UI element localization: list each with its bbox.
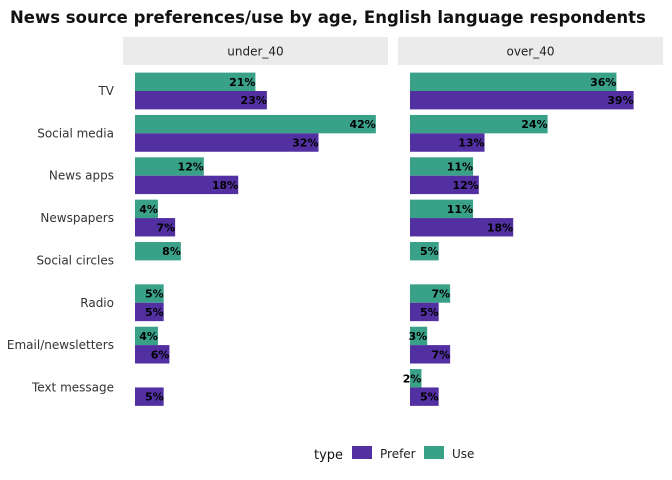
- bar-use: [135, 284, 164, 303]
- bar-value-label: 6%: [151, 348, 170, 361]
- bar-value-label: 36%: [590, 76, 616, 89]
- bar-prefer: [410, 91, 634, 110]
- bar-prefer: [135, 91, 267, 110]
- legend-label: Use: [452, 447, 474, 461]
- bar-value-label: 7%: [156, 221, 175, 234]
- bar-use: [410, 326, 428, 346]
- bar-prefer: [135, 345, 170, 364]
- facet-strip: [398, 37, 663, 65]
- bar-value-label: 21%: [229, 76, 255, 89]
- bar-prefer: [410, 175, 479, 195]
- bar-prefer: [135, 218, 176, 237]
- bar-use: [135, 326, 158, 346]
- category-axis: TV Social media News apps Newspapers Social …: [7, 84, 115, 394]
- bar-prefer: [410, 345, 451, 364]
- category-label: Email/newsletters: [7, 338, 114, 352]
- category-label: Text message: [31, 380, 114, 394]
- bar-prefer: [135, 133, 319, 152]
- bar-value-label: 18%: [212, 179, 238, 192]
- facet-strip-label: under_40: [227, 45, 283, 59]
- bar-use: [410, 114, 548, 134]
- bar-prefer: [410, 133, 485, 152]
- category-label: Newspapers: [40, 211, 114, 225]
- bar-value-label: 24%: [521, 118, 547, 131]
- category-label: TV: [97, 84, 114, 98]
- chart-title: News source preferences/use by age, Engl…: [10, 8, 646, 27]
- bar-value-label: 5%: [420, 306, 439, 319]
- category-label: Social circles: [36, 253, 114, 267]
- bar-use: [410, 284, 451, 303]
- bar-value-label: 5%: [145, 306, 164, 319]
- category-label: Radio: [80, 296, 114, 310]
- bar-use: [410, 72, 617, 91]
- bar-value-label: 4%: [139, 203, 158, 216]
- bar-prefer: [410, 387, 439, 406]
- facet-strip-label: over_40: [506, 45, 554, 59]
- bar-value-label: 42%: [349, 118, 375, 131]
- bar-value-label: 39%: [607, 94, 633, 107]
- bar-use: [410, 242, 439, 261]
- bar-value-label: 7%: [431, 288, 450, 301]
- bar-value-label: 8%: [162, 245, 181, 258]
- bar-use: [135, 157, 204, 176]
- bar-prefer: [410, 218, 514, 237]
- bar-value-label: 12%: [452, 179, 478, 192]
- bar-value-label: 11%: [447, 161, 473, 174]
- bar-value-label: 5%: [145, 391, 164, 404]
- bar-use: [135, 242, 181, 261]
- bar-use: [135, 72, 256, 91]
- bar-use: [410, 157, 474, 176]
- bar-value-label: 11%: [447, 203, 473, 216]
- bar-prefer: [135, 387, 164, 406]
- bar-use: [135, 199, 158, 219]
- bar-value-label: 3%: [409, 330, 428, 343]
- bar-value-label: 5%: [420, 245, 439, 258]
- facet-strip: [123, 37, 388, 65]
- bar-value-label: 23%: [241, 94, 267, 107]
- legend: type Prefer Use: [314, 446, 474, 463]
- legend-label: Prefer: [380, 447, 416, 461]
- bar-use: [410, 369, 422, 388]
- bar-value-label: 4%: [139, 330, 158, 343]
- bar-value-label: 7%: [431, 348, 450, 361]
- facet-panels: under_40 21% 42% 12% 4% 8% 5% 4% 23% 32% 18% 7% 5% 6%…: [123, 37, 663, 406]
- bar-use: [135, 114, 376, 134]
- category-label: News apps: [49, 169, 114, 183]
- bar-prefer: [135, 302, 164, 322]
- bar-prefer: [135, 175, 239, 195]
- category-label: Social media: [37, 126, 114, 140]
- bar-value-label: 32%: [292, 137, 318, 150]
- bar-value-label: 12%: [177, 161, 203, 174]
- bar-value-label: 13%: [458, 137, 484, 150]
- legend-key-use: [424, 446, 444, 459]
- bar-value-label: 18%: [487, 221, 513, 234]
- bar-prefer: [410, 302, 439, 322]
- legend-key-prefer: [352, 446, 372, 459]
- legend-title: type: [314, 448, 343, 463]
- bar-value-label: 5%: [420, 391, 439, 404]
- bar-value-label: 5%: [145, 288, 164, 301]
- bar-value-label: 2%: [403, 372, 422, 385]
- facet-under_40: under_40 21% 42% 12% 4% 8% 5% 4% 23% 32% 18% 7% 5% 6%…: [123, 37, 388, 406]
- bar-use: [410, 199, 474, 219]
- facet-over_40: over_4036%24%11%11%5%7%3%2%39%13%12%18%5…: [398, 37, 663, 406]
